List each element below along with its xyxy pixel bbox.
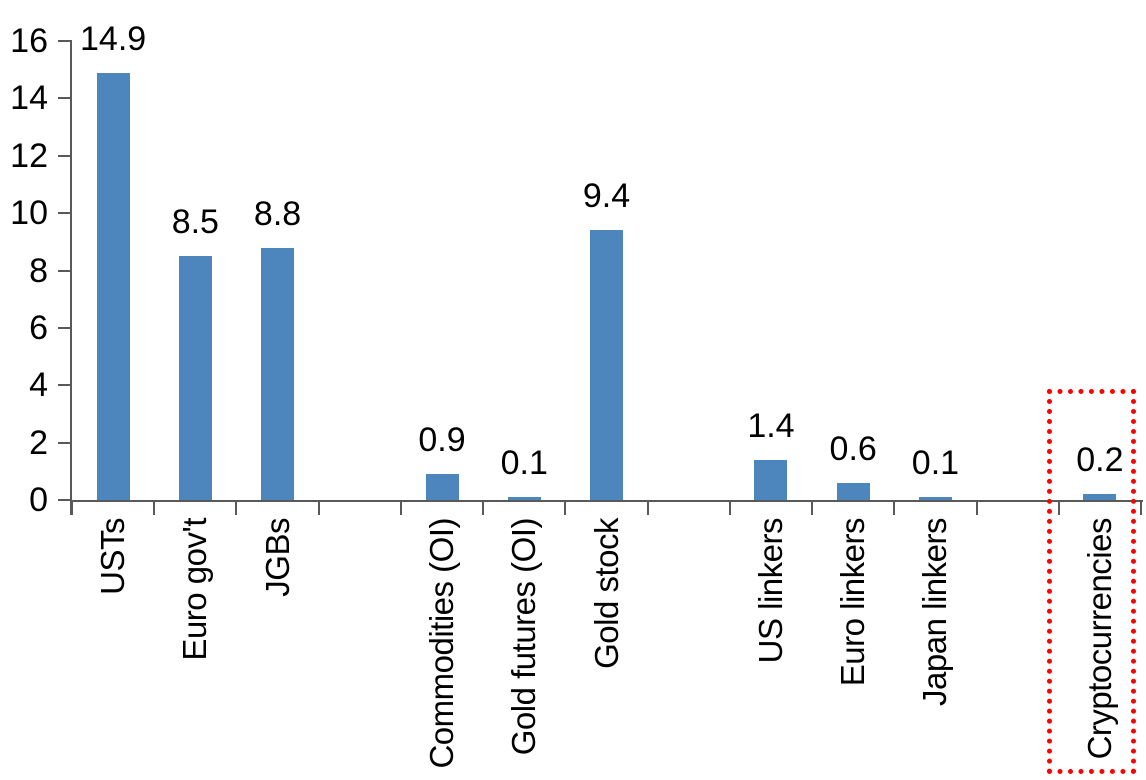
x-axis-tick — [482, 500, 485, 515]
y-axis-tick-label: 16 — [10, 22, 48, 60]
x-axis-tick — [235, 500, 238, 515]
x-axis-tick — [317, 500, 320, 515]
category-label: Gold futures (OI) — [505, 518, 543, 756]
y-axis-tick — [58, 269, 72, 272]
bar-value-label: 9.4 — [582, 177, 631, 216]
y-axis-tick — [58, 154, 72, 157]
y-axis-tick-label: 6 — [29, 308, 48, 347]
bar — [178, 256, 212, 500]
x-axis-tick — [564, 500, 567, 515]
category-label: Euro gov't — [176, 518, 214, 661]
x-axis-line — [70, 500, 1143, 502]
x-axis-tick — [399, 500, 402, 515]
bar — [261, 247, 295, 500]
bar-value-label: 0.6 — [829, 429, 877, 468]
category-label: Gold stock — [587, 518, 625, 669]
category-label: USTs — [94, 518, 132, 595]
y-axis-tick-label: 8 — [29, 251, 48, 290]
y-axis-tick-label: 10 — [10, 194, 48, 233]
bar-value-label: 0.9 — [418, 421, 466, 460]
y-axis-tick — [58, 97, 72, 100]
bar-value-label: 0.1 — [911, 444, 960, 483]
bar — [836, 482, 870, 500]
y-axis-tick — [58, 212, 72, 215]
bar-value-label: 0.2 — [1076, 441, 1124, 480]
bar — [590, 230, 623, 500]
x-axis-tick — [811, 500, 814, 515]
bar — [754, 459, 788, 500]
highlight-box — [1046, 389, 1136, 774]
x-axis-tick — [153, 500, 156, 515]
category-label: Japan linkers — [916, 518, 954, 706]
y-axis-tick-label: 0 — [29, 481, 48, 519]
y-axis-tick-label: 12 — [10, 136, 48, 175]
category-label: Euro linkers — [834, 518, 872, 687]
y-axis-tick — [58, 499, 72, 501]
bar-value-label: 8.8 — [253, 194, 302, 233]
bar-value-label: 14.9 — [80, 19, 147, 58]
y-axis-tick-label: 14 — [10, 79, 48, 118]
bar — [1083, 494, 1117, 500]
y-axis-line — [70, 41, 72, 515]
y-axis-tick-label: 2 — [29, 423, 48, 462]
bar-value-label: 0.1 — [500, 444, 548, 483]
y-axis-tick — [58, 384, 72, 387]
bar — [507, 497, 541, 500]
bar — [425, 474, 459, 500]
x-axis-tick — [71, 500, 73, 515]
x-axis-tick — [728, 500, 731, 515]
bar — [96, 72, 130, 500]
category-label: US linkers — [751, 518, 789, 664]
x-axis-tick — [646, 500, 649, 515]
y-axis-tick — [58, 326, 72, 329]
x-axis-tick — [1140, 500, 1142, 515]
category-label: Commodities (OI) — [423, 518, 461, 769]
bar-value-label: 8.5 — [171, 203, 219, 242]
x-axis-tick — [893, 500, 896, 515]
x-axis-tick — [975, 500, 978, 515]
x-axis-tick — [1057, 500, 1060, 515]
y-axis-tick — [58, 40, 72, 42]
bar — [918, 497, 952, 500]
bar-value-label: 1.4 — [747, 406, 795, 445]
category-label: JGBs — [258, 518, 296, 597]
y-axis-tick-label: 4 — [29, 366, 48, 405]
y-axis-tick — [58, 441, 72, 444]
